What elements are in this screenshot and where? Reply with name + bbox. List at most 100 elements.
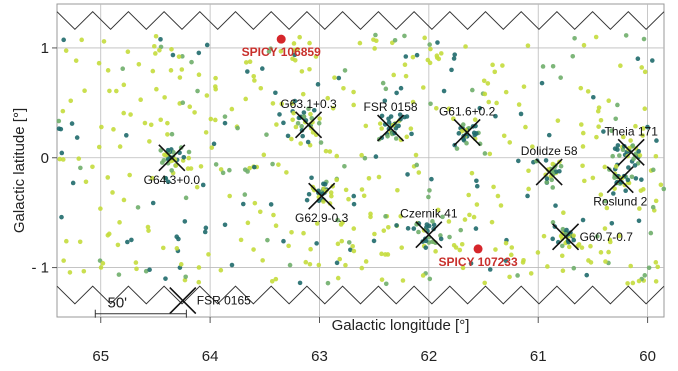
source-point [195, 88, 200, 94]
source-point [105, 175, 111, 180]
source-point [593, 34, 599, 40]
source-point [372, 231, 377, 237]
source-point [544, 176, 550, 181]
source-point [594, 134, 599, 140]
source-point [590, 175, 596, 181]
source-point [518, 111, 524, 117]
source-point [203, 130, 209, 135]
source-point [382, 98, 388, 104]
source-point [261, 152, 267, 158]
source-point [429, 239, 435, 245]
source-point [351, 193, 357, 199]
cluster-marker: G61.6+0.2 [439, 104, 496, 147]
source-point [303, 259, 309, 265]
source-point [149, 175, 155, 181]
source-point [435, 207, 441, 213]
source-point [334, 260, 340, 266]
source-point [635, 56, 641, 62]
cluster-cross-stroke [294, 111, 323, 139]
source-point [76, 156, 82, 161]
source-point [612, 175, 617, 180]
source-point [539, 80, 545, 86]
source-point [459, 241, 465, 247]
cluster-marker: FSR 0165 [169, 286, 251, 315]
source-point [182, 219, 188, 224]
source-point [535, 250, 541, 255]
source-point [410, 54, 416, 60]
source-point [640, 187, 646, 192]
x-tick-label: 65 [92, 348, 109, 365]
spicy-source-dot [473, 244, 483, 254]
source-point [145, 224, 151, 230]
source-point [630, 280, 636, 286]
cluster-label: G63.1+0.3 [280, 97, 337, 111]
cluster-markers: G64.3+0.0 G63.1+0.3 FSR 0158 G61.6+0.2 Theia… [144, 97, 658, 315]
source-point [268, 46, 274, 51]
cluster-cross-stroke [415, 221, 443, 249]
source-point [405, 172, 410, 177]
x-axis-label: Galactic longitude [°] [332, 317, 470, 334]
source-point [632, 163, 638, 168]
source-point [594, 234, 600, 239]
source-point [428, 101, 433, 107]
source-point [580, 163, 585, 169]
source-point [625, 177, 631, 183]
source-point [456, 131, 462, 136]
source-point [466, 192, 471, 198]
source-point [348, 247, 353, 253]
source-point [580, 130, 586, 136]
source-point [545, 167, 551, 172]
source-point [213, 86, 218, 92]
source-point [187, 104, 193, 110]
source-point [655, 264, 661, 270]
source-point [351, 201, 357, 207]
source-point [620, 147, 626, 153]
source-point [260, 258, 265, 263]
source-point [82, 88, 87, 94]
source-point [158, 44, 164, 50]
source-point [457, 247, 463, 253]
source-point [204, 93, 210, 98]
source-point [325, 95, 331, 101]
source-point [332, 75, 337, 80]
source-point [252, 164, 257, 170]
source-point [269, 278, 275, 284]
source-point [301, 230, 306, 236]
source-point [220, 170, 226, 176]
source-point [309, 175, 314, 181]
source-point [240, 201, 246, 207]
source-point [114, 88, 119, 94]
source-point [196, 265, 202, 270]
y-tick-label: 1 [41, 40, 49, 57]
source-point [560, 226, 566, 232]
source-point [111, 127, 116, 132]
source-point [411, 226, 417, 231]
source-point [487, 267, 493, 272]
source-point [185, 166, 191, 171]
source-point [582, 178, 587, 184]
source-point [640, 126, 646, 131]
source-point [174, 246, 180, 251]
source-point [408, 126, 414, 131]
source-point [595, 108, 601, 114]
source-point [629, 174, 635, 180]
source-point [440, 214, 445, 220]
source-point [162, 95, 167, 100]
source-point [229, 106, 235, 112]
source-point [403, 73, 409, 79]
source-point [366, 176, 372, 181]
source-point [169, 46, 174, 52]
source-point [69, 121, 75, 126]
source-point [639, 65, 645, 70]
plot-area-border [56, 3, 665, 318]
source-point [463, 44, 468, 49]
cluster-label: FSR 0158 [364, 100, 418, 114]
source-point [606, 98, 612, 104]
cluster-cross-stroke [552, 223, 580, 251]
source-point [59, 150, 65, 156]
source-point [640, 133, 645, 138]
source-point [177, 75, 183, 80]
source-point [625, 281, 630, 286]
source-point [572, 36, 577, 41]
source-point [165, 147, 171, 153]
